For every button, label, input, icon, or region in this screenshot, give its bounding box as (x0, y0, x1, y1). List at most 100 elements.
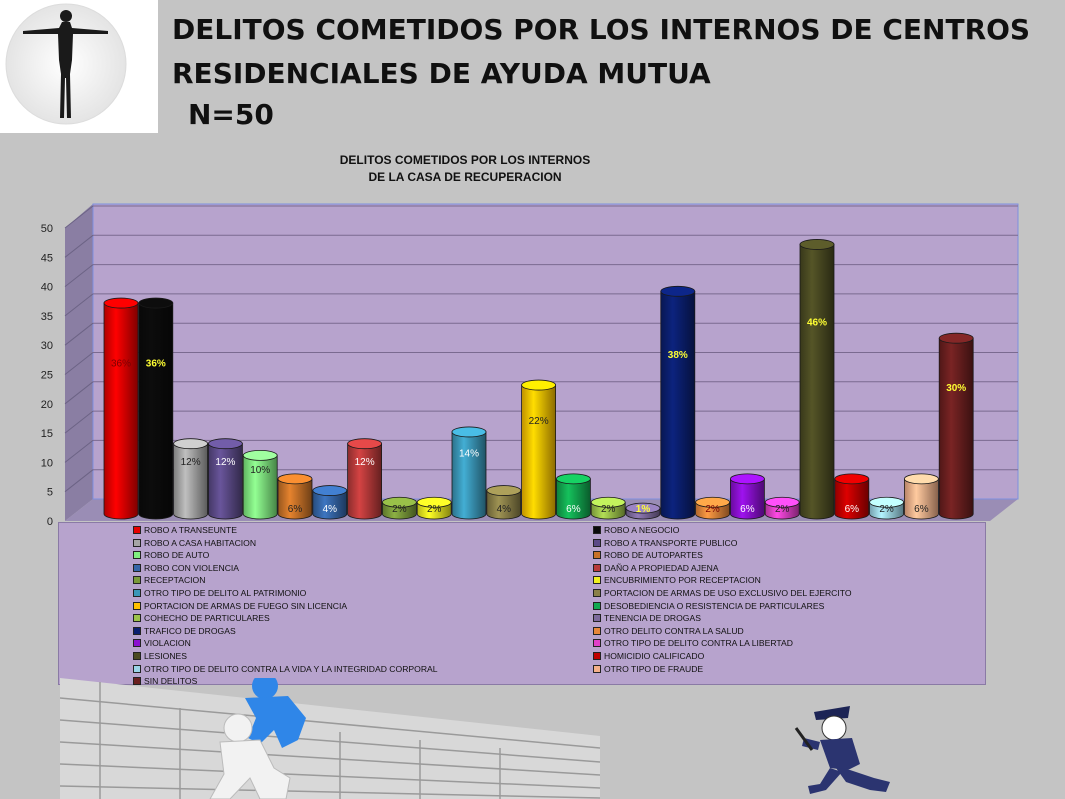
legend-item: TENENCIA DE DROGAS (593, 612, 701, 624)
slide-title: DELITOS COMETIDOS POR LOS INTERNOS DE CE… (172, 8, 1052, 96)
bar: 22% (521, 379, 556, 520)
y-axis-ticks: 0 5 10 15 20 25 30 35 40 45 50 (41, 223, 53, 528)
legend-item: SIN DELITOS (133, 675, 197, 687)
bar-data-label: 22% (529, 416, 549, 427)
legend-swatch (133, 639, 141, 648)
bar: 6% (834, 473, 870, 520)
bar: 46% (799, 239, 835, 520)
legend-label: ROBO CON VIOLENCIA (144, 562, 240, 573)
bar-data-label: 14% (459, 449, 479, 460)
bar-body (103, 302, 139, 520)
legend-swatch (593, 639, 601, 648)
bar-top (138, 297, 174, 309)
legend-item: OTRO DELITO CONTRA LA SALUD (593, 625, 744, 637)
bar: 10% (242, 449, 278, 520)
legend-swatch (593, 526, 601, 534)
bar: 30% (938, 332, 974, 520)
bar-data-label: 6% (914, 504, 929, 515)
bar-top (834, 473, 870, 485)
legend-swatch (133, 526, 141, 534)
chart-title-line1: DELITOS COMETIDOS POR LOS INTERNOS (339, 153, 591, 167)
legend-item: PORTACION DE ARMAS DE FUEGO SIN LICENCIA (133, 600, 347, 612)
legend-label: RECEPTACION (144, 575, 206, 586)
bar-data-label: 1% (636, 504, 651, 515)
bar: 36% (103, 297, 139, 520)
legend-swatch (593, 551, 601, 560)
bar-body (521, 384, 556, 520)
legend-item: OTRO TIPO DE DELITO CONTRA LA LIBERTAD (593, 637, 793, 649)
bar-chart: 0 5 10 15 20 25 30 35 40 45 50 36% 36% 12% 12% 10% 6% 4%… (41, 203, 1019, 528)
chart-title-line2: DE LA CASA DE RECUPERACION (368, 170, 562, 184)
legend-swatch (593, 664, 601, 673)
bar: 36% (138, 297, 174, 520)
bar-top (312, 485, 348, 496)
bar-body (208, 443, 243, 520)
bar: 12% (347, 438, 383, 520)
gridline-side (64, 469, 94, 493)
bar: 2% (381, 496, 417, 520)
slide-title-line1: DELITOS COMETIDOS POR LOS INTERNOS DE CE… (172, 13, 1031, 46)
y-tick-label: 35 (41, 311, 53, 323)
bar-data-label: 6% (740, 504, 755, 515)
bar-body (451, 431, 487, 520)
legend-swatch (593, 538, 601, 547)
bar: 38% (660, 285, 696, 520)
legend-swatch (593, 626, 601, 635)
legend-label: ROBO A CASA HABITACION (144, 537, 257, 548)
legend-swatch (593, 601, 601, 610)
bar-top (695, 496, 730, 508)
legend-swatch (133, 563, 141, 572)
bar: 6% (556, 473, 591, 520)
legend-item: ROBO CON VIOLENCIA (133, 562, 239, 574)
legend-item: COHECHO DE PARTICULARES (133, 612, 270, 624)
legend-label: ROBO DE AUTOPARTES (604, 550, 703, 561)
bar-data-label: 4% (323, 504, 338, 515)
bar-body (938, 337, 974, 520)
y-tick-label: 25 (41, 370, 53, 382)
bar-top (451, 426, 487, 438)
bar-body (730, 478, 765, 520)
bar-data-label: 36% (111, 358, 131, 369)
legend-label: OTRO TIPO DE DELITO AL PATRIMONIO (144, 588, 307, 598)
y-tick-label: 5 (47, 487, 53, 499)
bar-top (381, 496, 417, 508)
bar-data-label: 2% (775, 504, 790, 515)
legend-swatch (593, 589, 601, 597)
legend-item: ROBO DE AUTO (133, 549, 209, 561)
bar: 14% (451, 426, 487, 520)
legend-label: OTRO DELITO CONTRA LA SALUD (604, 625, 744, 636)
bar: 2% (590, 496, 626, 520)
legend-label: TRAFICO DE DROGAS (144, 625, 236, 636)
legend-label: LESIONES (144, 651, 187, 661)
bar: 6% (730, 473, 765, 520)
legend-label: SIN DELITOS (144, 676, 198, 687)
bar-data-label: 6% (845, 504, 860, 515)
bar-top (869, 496, 904, 508)
bar-data-label: 38% (668, 350, 688, 361)
legend-label: HOMICIDIO CALIFICADO (604, 651, 705, 661)
gridline-side (64, 205, 94, 229)
legend-swatch (133, 677, 141, 686)
legend-item: VIOLACION (133, 637, 191, 649)
legend-label: TENENCIA DE DROGAS (604, 613, 701, 624)
bar: 6% (904, 473, 939, 520)
legend-item: PORTACION DE ARMAS DE USO EXCLUSIVO DEL … (593, 587, 852, 599)
bar-body (799, 244, 835, 520)
bar-top (521, 379, 556, 391)
bar-body (556, 478, 591, 520)
bar-data-label: 2% (879, 504, 894, 515)
legend-item: DESOBEDIENCIA O RESISTENCIA DE PARTICULA… (593, 600, 824, 612)
gridline-side (64, 234, 94, 258)
legend-item: ROBO A TRANSEUNTE (133, 524, 237, 536)
bar-body (277, 478, 313, 520)
bar-top (242, 449, 278, 461)
legend-swatch (133, 614, 141, 623)
bar-data-label: 46% (807, 317, 827, 328)
bar-top (556, 473, 591, 485)
legend-item: ENCUBRIMIENTO POR RECEPTACION (593, 574, 761, 586)
bar-top (730, 473, 765, 485)
legend-item: DAÑO A PROPIEDAD AJENA (593, 562, 719, 574)
bar: 2% (869, 496, 904, 520)
gridline-side (64, 352, 94, 375)
bar-data-label: 30% (946, 383, 966, 394)
